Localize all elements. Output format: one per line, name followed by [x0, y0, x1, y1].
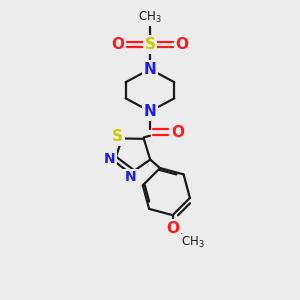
Text: N: N: [144, 62, 156, 77]
Text: CH$_3$: CH$_3$: [138, 10, 162, 25]
Text: S: S: [145, 37, 155, 52]
Text: N: N: [144, 104, 156, 119]
Text: O: O: [176, 37, 189, 52]
Text: O: O: [111, 37, 124, 52]
Text: S: S: [112, 130, 123, 145]
Text: O: O: [166, 221, 179, 236]
Text: N: N: [104, 152, 116, 166]
Text: CH$_3$: CH$_3$: [181, 235, 204, 250]
Text: O: O: [171, 125, 184, 140]
Text: N: N: [125, 170, 137, 184]
